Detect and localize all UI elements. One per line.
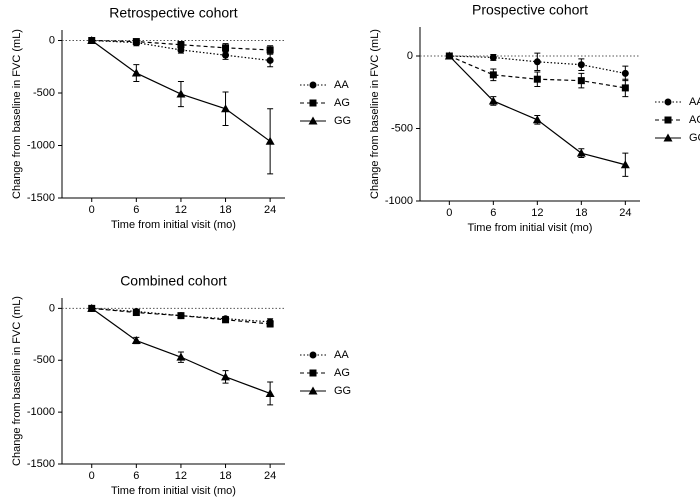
marker <box>577 77 585 85</box>
series-line <box>91 307 271 395</box>
marker <box>488 96 498 105</box>
x-tick-label: 6 <box>133 204 139 216</box>
legend-label: AG <box>689 114 700 126</box>
marker <box>132 309 140 317</box>
marker <box>222 316 230 324</box>
series-line <box>91 307 271 325</box>
x-tick-label: 18 <box>575 207 587 219</box>
y-tick-label: 0 <box>407 50 413 62</box>
y-axis-label: Change from baseline in FVC (mL) <box>11 29 23 199</box>
marker <box>577 61 585 69</box>
marker <box>533 58 541 66</box>
x-tick-label: 0 <box>446 207 452 219</box>
marker <box>265 388 275 397</box>
marker <box>266 56 274 64</box>
marker <box>533 75 541 83</box>
y-tick-label: 0 <box>49 302 55 314</box>
marker <box>621 84 629 92</box>
marker <box>576 148 586 157</box>
x-tick-label: 18 <box>219 204 231 216</box>
x-tick-label: 24 <box>264 204 276 216</box>
marker <box>222 51 230 59</box>
legend-marker <box>664 98 672 106</box>
y-tick-label: -1500 <box>27 192 55 204</box>
x-axis-label: Time from initial visit (mo) <box>111 485 236 497</box>
marker <box>132 38 140 46</box>
y-axis-label: Change from baseline in FVC (mL) <box>369 29 381 199</box>
y-tick-label: -1000 <box>385 195 413 207</box>
x-tick-label: 0 <box>89 204 95 216</box>
x-axis-label: Time from initial visit (mo) <box>111 219 236 231</box>
legend-marker <box>309 369 317 377</box>
y-axis-label: Change from baseline in FVC (mL) <box>11 296 23 466</box>
marker <box>176 352 186 361</box>
marker <box>266 46 274 54</box>
legend-marker <box>664 116 672 124</box>
y-tick-label: -500 <box>391 122 413 134</box>
chart-title: Combined cohort <box>120 273 227 289</box>
legend-marker <box>308 386 318 395</box>
legend-label: GG <box>334 115 351 127</box>
marker <box>177 312 185 320</box>
x-tick-label: 12 <box>531 207 543 219</box>
y-tick-label: -500 <box>33 87 55 99</box>
x-tick-label: 6 <box>490 207 496 219</box>
legend-label: AA <box>334 349 349 361</box>
legend-marker <box>663 133 673 142</box>
marker <box>87 36 97 44</box>
legend-marker <box>309 351 317 359</box>
legend-marker <box>309 81 317 89</box>
y-tick-label: 0 <box>49 34 55 46</box>
y-tick-label: -1000 <box>27 139 55 151</box>
x-tick-label: 24 <box>264 470 276 482</box>
marker <box>489 53 497 61</box>
x-tick-label: 0 <box>89 470 95 482</box>
legend-marker <box>308 116 318 125</box>
x-tick-label: 12 <box>175 470 187 482</box>
x-axis-label: Time from initial visit (mo) <box>468 222 593 234</box>
marker <box>444 51 454 60</box>
y-tick-label: -1500 <box>27 458 55 470</box>
series-line <box>91 39 271 51</box>
x-tick-label: 6 <box>133 470 139 482</box>
legend-label: AG <box>334 367 350 379</box>
marker <box>621 69 629 77</box>
marker <box>489 71 497 79</box>
x-tick-label: 18 <box>219 470 231 482</box>
marker <box>131 68 141 77</box>
x-tick-label: 12 <box>175 204 187 216</box>
legend-label: GG <box>334 385 351 397</box>
marker <box>221 104 231 113</box>
marker <box>532 115 542 124</box>
legend-label: AA <box>689 96 700 108</box>
marker <box>177 41 185 49</box>
marker <box>87 303 97 312</box>
chart-title: Retrospective cohort <box>109 5 238 21</box>
marker <box>266 320 274 328</box>
marker <box>620 160 630 169</box>
y-tick-label: -500 <box>33 354 55 366</box>
marker <box>176 89 186 98</box>
legend-label: AA <box>334 79 349 91</box>
marker <box>222 44 230 52</box>
chart-title: Prospective cohort <box>472 2 588 18</box>
marker <box>131 336 141 345</box>
x-tick-label: 24 <box>619 207 631 219</box>
legend-marker <box>309 99 317 107</box>
y-tick-label: -1000 <box>27 406 55 418</box>
legend-label: AG <box>334 97 350 109</box>
marker <box>221 372 231 381</box>
marker <box>265 136 275 145</box>
legend-label: GG <box>689 132 700 144</box>
